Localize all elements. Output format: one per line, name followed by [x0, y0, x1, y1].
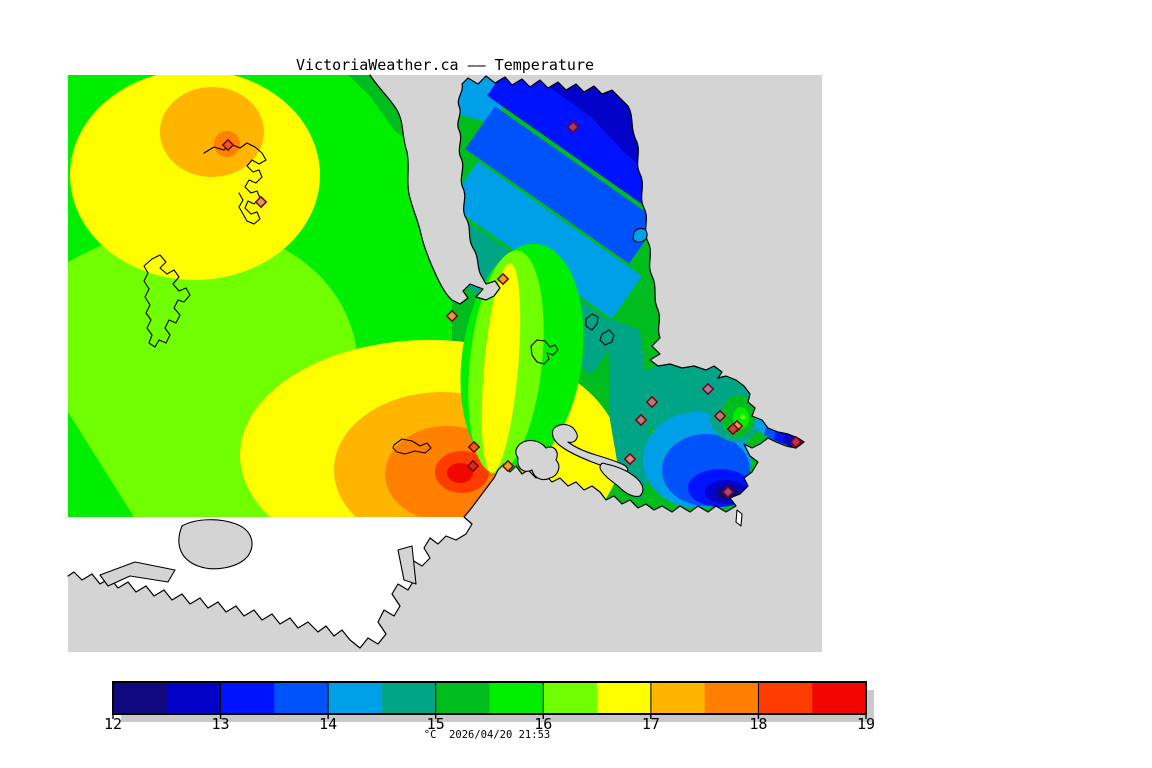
station-marker[interactable] [634, 413, 648, 427]
lake-outline [530, 339, 559, 365]
white-land-coastline [67, 516, 473, 649]
coastline [369, 74, 805, 518]
lake-outline [599, 329, 615, 346]
colorbar-border [112, 681, 867, 715]
station-marker[interactable] [789, 435, 803, 449]
station-marker[interactable] [467, 440, 481, 454]
colorbar-segments [113, 682, 867, 714]
lake-outline [392, 438, 432, 455]
station-marker[interactable] [726, 422, 740, 436]
colorbar-tick-label: 16 [534, 715, 552, 733]
colorbar-tick-label: 15 [427, 715, 445, 733]
colorbar-tick-label: 14 [319, 715, 337, 733]
lake-outline [143, 254, 191, 348]
colorbar-segment [113, 682, 168, 714]
colorbar: 12 13 14 15 16 17 18 19 °C 2026/04/20 21:53 [104, 681, 875, 741]
colorbar-tick-label: 13 [212, 715, 230, 733]
colorbar-segment [435, 682, 491, 714]
lake-outline [585, 313, 599, 331]
colorbar-separators [112, 682, 867, 719]
colorbar-segment [758, 682, 813, 714]
colorbar-segment [381, 682, 437, 714]
sooke-basin-lagoon [178, 519, 253, 570]
station-marker[interactable] [254, 195, 268, 209]
small-island [632, 227, 648, 243]
colorbar-segment [220, 682, 275, 714]
colorbar-segment [328, 682, 383, 714]
page-title: VictoriaWeather.ca —— Temperature [296, 56, 594, 74]
colorbar-segment [704, 682, 760, 714]
esquimalt-harbour [515, 439, 560, 481]
station-marker[interactable] [721, 485, 735, 499]
station-marker[interactable] [623, 452, 637, 466]
inner-waters [515, 423, 644, 497]
colorbar-tick-label: 17 [642, 715, 660, 733]
station-marker[interactable] [566, 120, 580, 134]
station-marker[interactable] [466, 459, 480, 473]
colorbar-segment [650, 682, 706, 714]
colorbar-tick-label: 12 [104, 715, 122, 733]
colorbar-segment [597, 682, 652, 714]
map-area [67, 74, 822, 652]
station-marker[interactable] [501, 459, 515, 473]
islands [632, 227, 743, 527]
station-marker[interactable] [645, 395, 659, 409]
station-marker[interactable] [445, 309, 459, 323]
station-marker[interactable] [496, 272, 510, 286]
harbour-channel [99, 561, 176, 587]
victoria-harbour [599, 462, 644, 497]
stations-group [221, 120, 803, 499]
station-marker[interactable] [701, 382, 715, 396]
station-marker[interactable] [221, 138, 235, 152]
colorbar-tick-labels: 12 13 14 15 16 17 18 19 [104, 715, 875, 733]
sooke-basin-outline [203, 142, 267, 225]
colorbar-tick-label: 19 [857, 715, 875, 733]
station-marker[interactable] [713, 409, 727, 423]
white-land [68, 517, 472, 648]
island-sliver [735, 509, 743, 527]
gorge-waterway [551, 423, 629, 473]
lake-outlines [143, 142, 615, 455]
colorbar-segment [274, 682, 329, 714]
colorbar-segment [489, 682, 544, 714]
bay-notch [397, 545, 417, 585]
colorbar-tick-label: 18 [749, 715, 767, 733]
colorbar-segment [166, 682, 222, 714]
no-data-land [67, 516, 473, 649]
colorbar-segment [812, 682, 867, 714]
colorbar-units-label: °C 2026/04/20 21:53 [424, 729, 550, 741]
colorbar-segment [543, 682, 598, 714]
